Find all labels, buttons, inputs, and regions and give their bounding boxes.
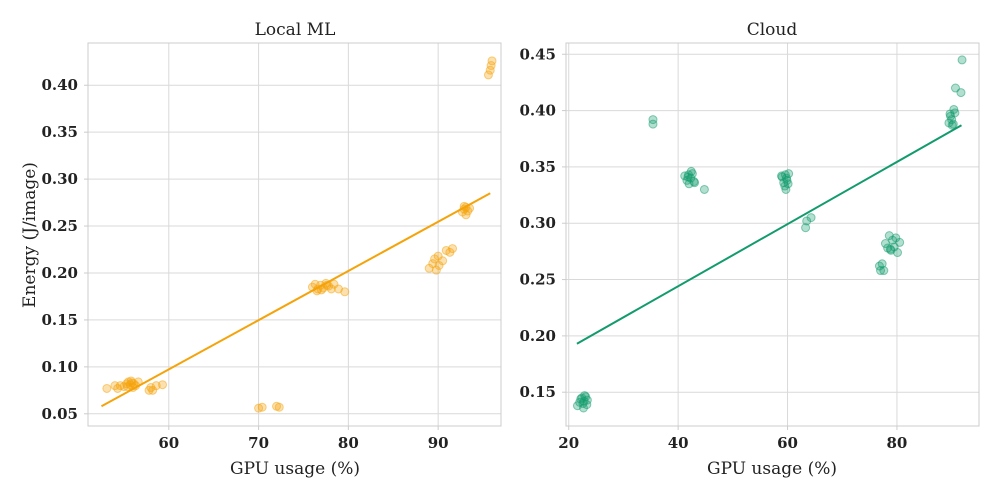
x-axis-label: GPU usage (%): [230, 459, 360, 479]
x-tick-label: 20: [558, 434, 579, 452]
x-tick-label: 90: [428, 434, 449, 452]
panel-title: Cloud: [747, 20, 798, 40]
y-tick-label: 0.45: [519, 45, 556, 63]
data-point: [957, 55, 967, 65]
data-point: [579, 403, 589, 413]
x-tick-label: 80: [338, 434, 359, 452]
data-point: [690, 178, 700, 188]
panel-title: Local ML: [255, 20, 336, 40]
data-point: [684, 170, 694, 180]
data-point: [257, 402, 267, 412]
data-point: [806, 213, 816, 223]
x-tick-label: 70: [248, 434, 269, 452]
data-point: [885, 244, 895, 254]
data-point: [879, 266, 889, 276]
data-point: [340, 287, 350, 297]
data-point: [892, 248, 902, 258]
y-tick-label: 0.20: [519, 327, 556, 345]
data-point: [956, 88, 966, 98]
y-tick-label: 0.05: [41, 405, 78, 423]
data-point: [781, 184, 791, 194]
y-tick-label: 0.25: [519, 271, 556, 289]
data-point: [128, 383, 138, 393]
y-axis-label: Energy (J/image): [20, 162, 40, 308]
data-point: [947, 120, 957, 130]
data-point: [448, 244, 458, 254]
data-point: [126, 376, 136, 386]
data-point: [158, 380, 168, 390]
trend-line: [100, 192, 491, 408]
data-point: [329, 279, 339, 289]
y-tick-label: 0.35: [41, 123, 78, 141]
data-point: [884, 231, 894, 241]
data-point: [322, 280, 332, 290]
y-tick-label: 0.30: [41, 170, 78, 188]
data-point: [274, 402, 284, 412]
plot-frame: [565, 42, 980, 427]
y-tick-label: 0.40: [41, 76, 78, 94]
data-point: [431, 265, 441, 275]
x-tick-label: 60: [158, 434, 179, 452]
data-point: [433, 251, 443, 261]
data-point: [459, 201, 469, 211]
data-point: [699, 184, 709, 194]
data-point: [487, 56, 497, 66]
data-point: [483, 70, 493, 80]
plot-frame: [87, 42, 502, 427]
panel-local-ml: Local ML 60 70 80 90 0.05 0.10 0.15 0.20 0.25 0.3…: [20, 20, 502, 479]
x-tick-label: 60: [777, 434, 798, 452]
data-point: [877, 259, 887, 269]
y-tick-label: 0.15: [519, 383, 556, 401]
x-axis-label: GPU usage (%): [707, 459, 837, 479]
y-tick-label: 0.10: [41, 358, 78, 376]
trend-line: [576, 124, 962, 345]
panel-cloud: Cloud 20 40 60 80 0.15 0.20 0.25 0.30 0.35 0.40 0.…: [519, 20, 980, 479]
x-tick-label: 80: [887, 434, 908, 452]
y-tick-label: 0.15: [41, 311, 78, 329]
data-point: [102, 383, 112, 393]
data-point: [876, 266, 886, 276]
data-point: [801, 223, 811, 233]
y-tick-label: 0.35: [519, 158, 556, 176]
data-point: [648, 115, 658, 125]
y-tick-label: 0.30: [519, 214, 556, 232]
y-tick-label: 0.20: [41, 264, 78, 282]
y-tick-label: 0.40: [519, 102, 556, 120]
data-point: [880, 239, 890, 249]
data-point: [438, 256, 448, 266]
data-point: [576, 394, 586, 404]
data-point: [949, 104, 959, 114]
y-tick-label: 0.25: [41, 217, 78, 235]
x-tick-label: 40: [668, 434, 689, 452]
data-point: [461, 210, 471, 220]
data-point: [648, 119, 658, 129]
data-point: [777, 171, 787, 181]
data-point: [133, 377, 143, 387]
data-point: [582, 400, 592, 410]
data-point: [895, 237, 905, 247]
